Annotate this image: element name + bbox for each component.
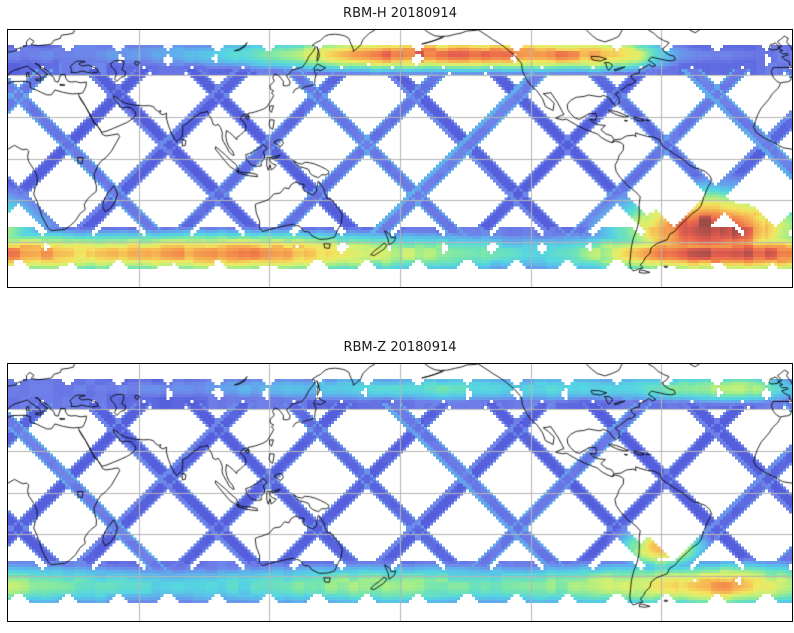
panel-title-rbm-h: RBM-H 20180914	[343, 6, 457, 21]
panel-title-rbm-z: RBM-Z 20180914	[343, 340, 457, 355]
rbm-z-coastline-grid-canvas	[8, 364, 792, 621]
map-frame-rbm-h	[7, 29, 793, 288]
rbm-h-coastline-grid-canvas	[8, 30, 792, 287]
map-frame-rbm-z	[7, 363, 793, 622]
